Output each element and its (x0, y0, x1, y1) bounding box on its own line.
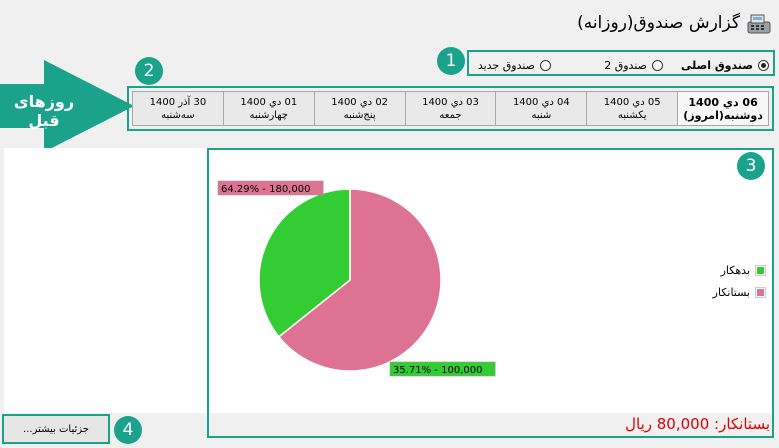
day-tab[interactable]: 30 آذر 1400 سه‌شنبه (131, 91, 223, 126)
cash-register-icon (746, 11, 772, 35)
day-tabs: 06 دي 1400 دوشنبه(امروز) 05 دي 1400 یکشنبه… (131, 91, 769, 126)
pie-slice (277, 188, 442, 372)
fund-selector: صندوق اصلی صندوق 2 صندوق جدید (467, 50, 775, 76)
day-tabs-frame: 06 دي 1400 دوشنبه(امروز) 05 دي 1400 یکشنبه… (127, 86, 774, 131)
window-title: گزارش صندوق(روزانه) (560, 10, 772, 36)
day-tab[interactable]: 01 دي 1400 چهارشنبه (222, 91, 314, 126)
day-tab[interactable]: 03 دي 1400 جمعه (404, 91, 496, 126)
day-tab[interactable]: 02 دي 1400 پنج‌شنبه (313, 91, 405, 126)
pie-chart: 64.29% - 180,000 35.71% - 100,000 (217, 180, 496, 377)
more-details-button[interactable]: جزئیات بیشتر... (2, 414, 110, 444)
fund-radio-2[interactable]: صندوق 2 (604, 57, 663, 73)
previous-days-arrow-icon (0, 60, 134, 152)
previous-days-label: روزهای قبل (13, 92, 75, 130)
page-title: گزارش صندوق(روزانه) (577, 13, 740, 33)
fund-radio-main[interactable]: صندوق اصلی (681, 57, 769, 73)
radio-unchecked-icon[interactable] (652, 59, 663, 71)
annotation-badge-4: 4 (114, 416, 142, 444)
chart-frame (207, 148, 774, 438)
legend-item-debit: بدهکار (680, 264, 766, 277)
pie-data-label-text: 35.71% - 100,000 (393, 365, 482, 376)
legend-swatch (755, 265, 766, 276)
legend-swatch (755, 287, 766, 298)
radio-unchecked-icon[interactable] (540, 59, 551, 71)
annotation-badge-3: 3 (737, 152, 765, 180)
balance-summary: بستانکار: 80,000 ریال (625, 415, 770, 433)
pie-data-label-text: 64.29% - 180,000 (221, 184, 310, 195)
annotation-badge-2: 2 (135, 57, 163, 85)
pie-data-label: 35.71% - 100,000 (389, 361, 496, 377)
annotation-badge-1: 1 (437, 47, 465, 75)
day-tab[interactable]: 04 دي 1400 شنبه (495, 91, 587, 126)
fund-radio-new[interactable]: صندوق جدید (478, 57, 551, 73)
day-tab[interactable]: 05 دي 1400 یکشنبه (586, 91, 678, 126)
legend-item-credit: بستانکار (680, 286, 766, 299)
pie-slice (258, 188, 351, 338)
chart-legend: بدهکار بستانکار (680, 264, 766, 308)
pie-data-label: 64.29% - 180,000 (217, 180, 324, 196)
day-tab-today[interactable]: 06 دي 1400 دوشنبه(امروز) (677, 91, 769, 126)
radio-checked-icon[interactable] (758, 59, 769, 71)
